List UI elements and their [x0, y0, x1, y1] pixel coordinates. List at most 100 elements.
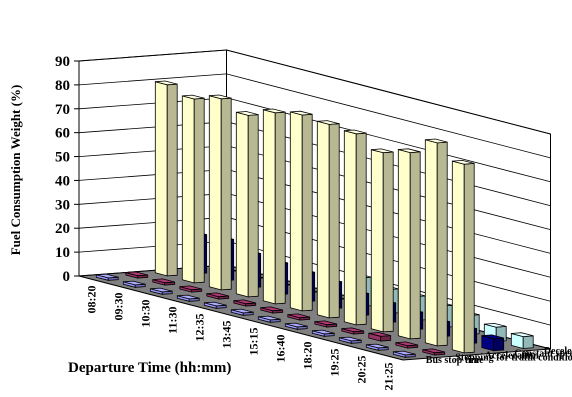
bar-side — [328, 123, 340, 319]
bar-top — [314, 320, 337, 326]
bar-top — [231, 308, 254, 314]
bar — [451, 159, 475, 354]
bar — [284, 322, 308, 330]
bar-top — [366, 343, 389, 349]
bar — [125, 271, 149, 279]
bar-top — [258, 315, 281, 321]
bar — [343, 129, 367, 326]
x-tick-label: 20:25 — [355, 356, 369, 384]
bar — [206, 292, 230, 300]
bar — [338, 336, 362, 344]
y-tick-label: 10 — [55, 245, 70, 261]
bar-front — [424, 139, 438, 347]
x-tick-label: 21:25 — [382, 363, 396, 391]
bar — [154, 80, 178, 277]
bar-front — [370, 149, 384, 333]
y-tick-label: 20 — [55, 221, 70, 237]
bar — [370, 148, 394, 333]
bar-top — [452, 159, 475, 165]
x-tick-label: 15:15 — [247, 328, 261, 356]
bar — [176, 294, 200, 302]
bar — [233, 299, 257, 307]
bar — [287, 313, 311, 321]
bar-top — [484, 322, 507, 328]
bar — [368, 332, 392, 342]
bar-top — [96, 273, 119, 279]
bar-side — [301, 113, 313, 312]
bar-side — [355, 132, 367, 326]
bar-side — [274, 111, 286, 305]
gridline — [78, 49, 551, 135]
x-tick-label: 12:35 — [193, 314, 207, 342]
bar — [230, 308, 254, 316]
series-label: Stopping for trafik condition — [455, 353, 572, 364]
bar — [341, 327, 365, 335]
bar — [289, 110, 313, 312]
bar — [510, 332, 534, 350]
bar-top — [312, 329, 335, 335]
x-axis-title: Departure Time (hh:mm) — [68, 360, 231, 376]
x-tick-label: 18:20 — [301, 342, 315, 370]
bar — [208, 94, 232, 291]
bar-side — [193, 97, 205, 284]
y-tick-label: 30 — [55, 197, 70, 213]
bar-side — [493, 337, 505, 352]
series-label: Constant speed — [514, 348, 572, 359]
bar-top — [395, 341, 418, 347]
bar — [481, 334, 505, 352]
bar-side — [247, 114, 259, 298]
bar-side — [522, 335, 534, 349]
bar-top — [511, 332, 534, 338]
bar-top — [339, 336, 362, 342]
bar-side — [409, 151, 421, 340]
bar — [149, 287, 173, 295]
bar — [179, 285, 203, 293]
bar-top — [368, 332, 391, 337]
bar-top — [236, 111, 259, 116]
bar — [95, 273, 119, 281]
bar — [316, 120, 340, 319]
bar — [152, 278, 176, 286]
bar-top — [204, 301, 227, 307]
x-tick-label: 16:40 — [274, 335, 288, 363]
bar-top — [481, 334, 504, 340]
y-tick-label: 80 — [55, 78, 70, 94]
bar-side — [166, 83, 178, 277]
bar-top — [209, 94, 232, 100]
bar-top — [371, 148, 394, 154]
bar-top — [260, 306, 283, 312]
y-tick-label: 60 — [55, 126, 70, 142]
bar-top — [287, 313, 310, 319]
bar-front — [451, 160, 465, 354]
bar — [365, 343, 389, 351]
series-label: Bus stop time — [426, 355, 484, 366]
bar-top — [155, 80, 178, 86]
y-tick-label: 70 — [55, 102, 70, 118]
x-tick-label: 09:30 — [112, 293, 126, 321]
bar-front — [343, 130, 357, 326]
bar-front — [181, 95, 195, 284]
bar-front — [262, 109, 276, 305]
gridline — [78, 73, 551, 159]
bar — [260, 306, 284, 314]
bar-side — [220, 97, 232, 291]
y-tick-labels: 0 10 20 30 40 50 60 70 80 90 — [55, 54, 79, 285]
bar — [397, 148, 421, 340]
series-label: Acceleration — [485, 351, 539, 362]
bar-front — [208, 95, 222, 291]
bar-front — [289, 111, 303, 312]
bar-top — [152, 278, 175, 284]
bar-front — [316, 120, 330, 319]
y-tick-label: 40 — [55, 173, 70, 189]
bar — [257, 315, 281, 323]
bar — [314, 320, 338, 328]
y-tick-label: 50 — [55, 150, 70, 166]
bar-top — [206, 292, 229, 298]
bar-side — [463, 162, 475, 354]
bar-top — [179, 285, 202, 291]
bar-top — [177, 294, 200, 300]
bar — [424, 138, 448, 347]
x-tick-label: 10:30 — [139, 300, 153, 328]
